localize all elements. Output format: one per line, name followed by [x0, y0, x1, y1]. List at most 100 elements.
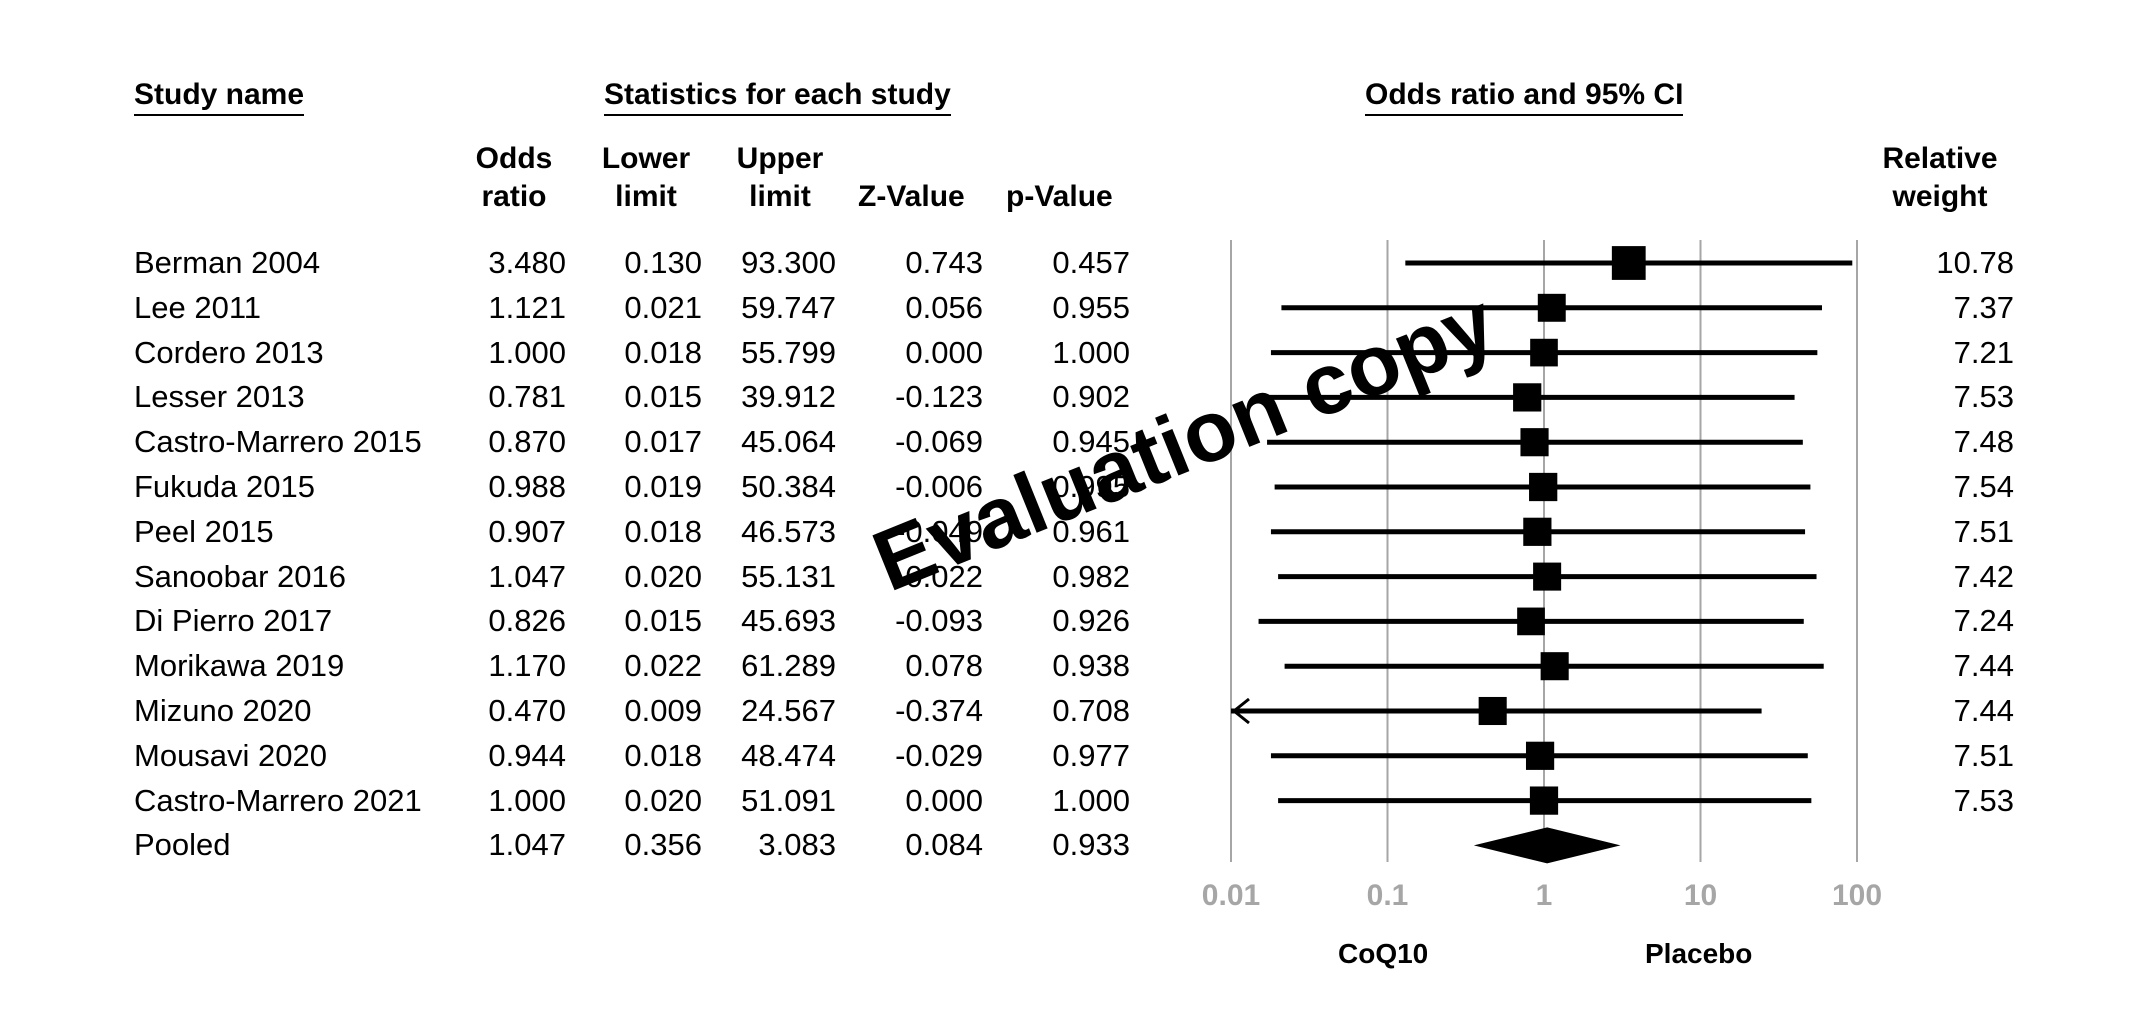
study-marker: [1517, 607, 1545, 636]
cell-or: 0.826: [488, 603, 566, 639]
col-upper-limit: Upper limit: [722, 140, 838, 216]
study-marker: [1525, 741, 1555, 770]
x-tick-label: 100: [1832, 879, 1882, 912]
cell-lower: 0.130: [624, 245, 702, 280]
cell-study: Lesser 2013: [134, 379, 305, 415]
study-marker: [1520, 428, 1549, 457]
cell-weight: 7.48: [1953, 424, 2014, 460]
cell-lower: 0.018: [624, 737, 702, 773]
col-upper-limit-line2: limit: [749, 180, 811, 213]
cell-lower: 0.015: [624, 379, 702, 415]
col-lower-limit: Lower limit: [588, 140, 704, 216]
favours-left-label: CoQ10: [1338, 938, 1429, 969]
cell-weight: 7.51: [1953, 513, 2014, 549]
cell-study: Berman 2004: [134, 245, 321, 280]
col-odds-ratio-line2: ratio: [481, 180, 547, 213]
cell-study: Di Pierro 2017: [134, 603, 333, 639]
cell-p: 0.457: [1052, 245, 1130, 280]
cell-study: Pooled: [134, 827, 231, 863]
cell-weight: 7.44: [1953, 648, 2014, 684]
x-tick-label: 1: [1536, 879, 1553, 912]
cell-lower: 0.022: [624, 648, 702, 684]
cell-z: 0.022: [905, 558, 983, 594]
cell-weight: 7.21: [1953, 334, 2014, 370]
cell-study: Castro-Marrero 2015: [134, 424, 422, 460]
col-z-value: Z-Value: [858, 180, 965, 213]
cell-or: 1.047: [488, 558, 566, 594]
cell-or: 3.480: [488, 245, 566, 280]
cell-weight: 7.44: [1953, 693, 2014, 728]
cell-p: 0.982: [1052, 558, 1130, 594]
col-relative-weight-line1: Relative: [1882, 142, 1998, 175]
cell-or: 1.000: [488, 334, 566, 370]
cell-or: 0.870: [488, 424, 566, 460]
cell-upper: 48.474: [741, 737, 836, 773]
col-relative-weight-line2: weight: [1892, 180, 1988, 213]
cell-study: Castro-Marrero 2021: [134, 782, 422, 818]
x-tick-label: 0.01: [1202, 879, 1260, 912]
odds-ratio-ci-header: Odds ratio and 95% CI: [1365, 78, 1684, 116]
cell-p: 0.995: [1052, 469, 1130, 504]
x-tick-label: 0.1: [1367, 879, 1409, 912]
cell-upper: 39.912: [741, 379, 836, 415]
col-lower-limit-line2: limit: [615, 180, 677, 213]
cell-study: Mizuno 2020: [134, 693, 312, 728]
study-marker: [1513, 383, 1542, 412]
cell-lower: 0.020: [624, 558, 702, 594]
favours-right-label: Placebo: [1645, 938, 1753, 969]
cell-p: 0.902: [1052, 379, 1130, 415]
cell-upper: 45.064: [741, 424, 836, 460]
col-lower-limit-line1: Lower: [601, 142, 691, 175]
cell-upper: 3.083: [758, 827, 836, 863]
statistics-header: Statistics for each study: [604, 78, 951, 116]
cell-upper: 46.573: [741, 513, 836, 549]
cell-weight: 7.53: [1953, 782, 2014, 818]
cell-upper: 45.693: [741, 603, 836, 639]
ci-arrow-left: [1231, 697, 1250, 725]
cell-p: 0.961: [1052, 513, 1130, 549]
cell-upper: 50.384: [741, 469, 836, 504]
col-odds-ratio: Odds ratio: [462, 140, 566, 216]
cell-upper: 24.567: [741, 693, 836, 728]
cell-p: 0.945: [1052, 424, 1130, 460]
cell-upper: 59.747: [741, 289, 836, 325]
cell-z: -0.093: [895, 603, 983, 639]
col-p-value: p-Value: [1006, 180, 1113, 213]
study-name-header: Study name: [134, 78, 305, 116]
cell-weight: 7.24: [1953, 603, 2014, 639]
cell-study: Cordero 2013: [134, 334, 324, 370]
cell-z: -0.123: [895, 379, 983, 415]
cell-study: Fukuda 2015: [134, 469, 315, 504]
study-marker: [1523, 517, 1552, 546]
cell-z: -0.069: [895, 424, 983, 460]
cell-or: 1.121: [488, 289, 566, 325]
cell-or: 0.470: [488, 693, 566, 728]
cell-study: Mousavi 2020: [134, 737, 328, 773]
cell-upper: 55.799: [741, 334, 836, 370]
cell-z: -0.006: [895, 469, 983, 504]
cell-z: -0.049: [895, 513, 983, 549]
study-marker: [1611, 246, 1646, 280]
cell-z: -0.029: [895, 737, 983, 773]
study-marker: [1540, 652, 1569, 681]
cell-weight: 7.51: [1953, 737, 2014, 773]
study-marker: [1478, 696, 1507, 726]
cell-z: 0.056: [905, 289, 983, 325]
study-marker: [1537, 293, 1566, 322]
cell-or: 1.000: [488, 782, 566, 818]
cell-upper: 61.289: [741, 648, 836, 684]
cell-lower: 0.356: [624, 827, 702, 863]
cell-z: 0.078: [905, 648, 983, 684]
cell-p: 0.955: [1052, 289, 1130, 325]
cell-lower: 0.021: [624, 289, 702, 325]
cell-z: 0.743: [905, 245, 983, 280]
cell-upper: 93.300: [741, 245, 836, 280]
cell-study: Lee 2011: [134, 289, 261, 325]
cell-weight: 7.54: [1953, 469, 2014, 504]
cell-p: 0.708: [1052, 693, 1130, 728]
cell-study: Peel 2015: [134, 513, 274, 549]
cell-or: 0.907: [488, 513, 566, 549]
cell-upper: 51.091: [741, 782, 836, 818]
cell-p: 0.977: [1052, 737, 1130, 773]
study-marker: [1529, 786, 1559, 815]
